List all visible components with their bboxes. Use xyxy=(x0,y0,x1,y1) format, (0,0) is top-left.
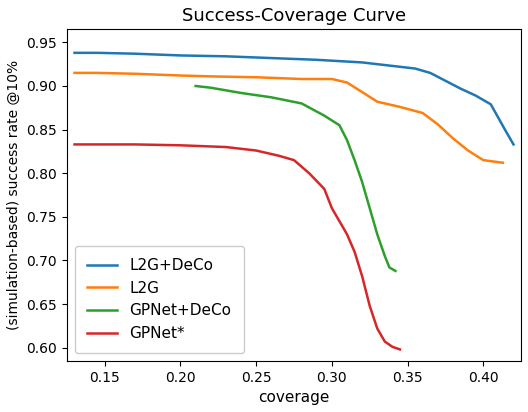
GPNet+DeCo xyxy=(208,85,214,90)
L2G xyxy=(253,75,259,80)
GPNet* xyxy=(329,206,335,211)
GPNet+DeCo xyxy=(386,265,392,270)
L2G xyxy=(480,158,486,163)
Line: GPNet+DeCo: GPNet+DeCo xyxy=(196,86,395,271)
GPNet* xyxy=(352,249,358,254)
GPNet+DeCo xyxy=(238,91,244,96)
GPNet+DeCo xyxy=(366,206,373,211)
GPNet+DeCo xyxy=(352,158,358,163)
Title: Success-Coverage Curve: Success-Coverage Curve xyxy=(182,7,406,25)
GPNet+DeCo xyxy=(336,123,343,128)
GPNet* xyxy=(132,142,138,147)
L2G+DeCo xyxy=(511,142,517,147)
L2G+DeCo xyxy=(268,56,275,61)
L2G xyxy=(450,136,456,141)
GPNet+DeCo xyxy=(374,232,381,237)
GPNet* xyxy=(276,153,282,158)
L2G xyxy=(329,77,335,82)
L2G xyxy=(71,70,78,75)
L2G xyxy=(374,99,381,104)
L2G+DeCo xyxy=(457,86,464,91)
Y-axis label: (simulation-based) success rate @10%: (simulation-based) success rate @10% xyxy=(7,60,21,330)
GPNet* xyxy=(94,142,100,147)
GPNet+DeCo xyxy=(392,269,399,274)
GPNet* xyxy=(253,148,259,153)
L2G+DeCo xyxy=(94,50,100,55)
Line: L2G: L2G xyxy=(74,73,503,163)
L2G xyxy=(298,77,305,82)
GPNet* xyxy=(336,219,343,224)
L2G+DeCo xyxy=(223,54,229,59)
GPNet* xyxy=(374,326,381,331)
L2G+DeCo xyxy=(442,78,449,83)
GPNet* xyxy=(366,303,373,308)
GPNet* xyxy=(71,142,78,147)
GPNet* xyxy=(177,143,184,148)
Line: L2G+DeCo: L2G+DeCo xyxy=(74,53,514,145)
L2G xyxy=(344,80,350,85)
L2G+DeCo xyxy=(389,63,395,68)
GPNet* xyxy=(382,339,388,344)
L2G xyxy=(499,160,506,165)
GPNet+DeCo xyxy=(344,138,350,143)
L2G+DeCo xyxy=(177,53,184,58)
X-axis label: coverage: coverage xyxy=(258,390,329,405)
GPNet* xyxy=(344,232,350,237)
GPNet+DeCo xyxy=(359,180,365,185)
GPNet+DeCo xyxy=(321,113,327,118)
GPNet* xyxy=(291,158,297,163)
L2G+DeCo xyxy=(427,70,433,75)
L2G+DeCo xyxy=(503,129,509,134)
GPNet+DeCo xyxy=(382,254,388,259)
GPNet* xyxy=(397,347,403,352)
L2G+DeCo xyxy=(71,50,78,55)
GPNet+DeCo xyxy=(268,95,275,100)
L2G xyxy=(359,90,365,95)
Line: GPNet*: GPNet* xyxy=(74,145,400,349)
GPNet* xyxy=(359,274,365,279)
L2G xyxy=(420,110,426,115)
GPNet* xyxy=(321,187,327,192)
GPNet+DeCo xyxy=(298,101,305,106)
L2G+DeCo xyxy=(488,102,494,107)
L2G xyxy=(435,122,441,127)
L2G+DeCo xyxy=(412,66,418,71)
L2G xyxy=(397,105,403,110)
L2G xyxy=(94,70,100,75)
Legend: L2G+DeCo, L2G, GPNet+DeCo, GPNet*: L2G+DeCo, L2G, GPNet+DeCo, GPNet* xyxy=(74,246,244,353)
L2G+DeCo xyxy=(132,51,138,56)
L2G xyxy=(465,148,472,153)
GPNet* xyxy=(389,344,395,349)
L2G xyxy=(177,73,184,78)
GPNet+DeCo xyxy=(193,84,199,89)
GPNet* xyxy=(306,171,313,176)
L2G+DeCo xyxy=(314,57,320,62)
GPNet* xyxy=(223,145,229,150)
L2G xyxy=(208,74,214,79)
L2G+DeCo xyxy=(359,60,365,65)
L2G xyxy=(132,71,138,76)
L2G+DeCo xyxy=(473,93,479,98)
